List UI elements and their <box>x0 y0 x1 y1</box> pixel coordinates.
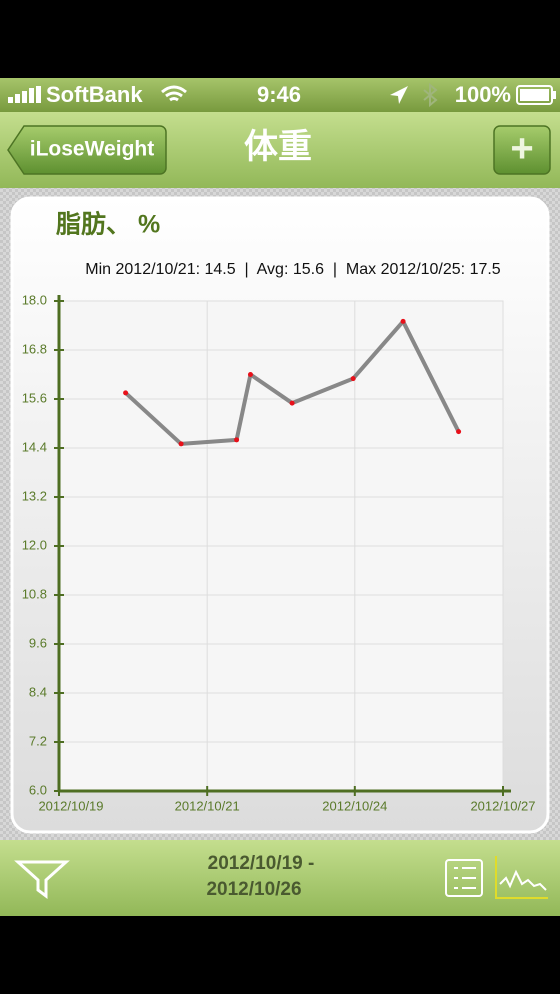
y-tick-label: 9.6 <box>29 635 47 650</box>
x-tick-label: 2012/10/21 <box>175 798 240 813</box>
chart-view-button[interactable] <box>495 856 548 899</box>
filter-button[interactable] <box>14 860 70 899</box>
date-range-start: 2012/10/19 - <box>208 853 315 874</box>
status-bar <box>0 78 560 112</box>
data-point <box>123 390 129 396</box>
data-point <box>178 441 184 447</box>
back-button[interactable]: iLoseWeight <box>7 125 167 175</box>
signal-icon <box>8 86 41 103</box>
data-line <box>124 319 461 446</box>
y-tick-label: 6.0 <box>29 782 47 797</box>
data-point <box>289 400 295 406</box>
x-tick-label: 2012/10/24 <box>322 798 387 813</box>
list-view-button[interactable] <box>445 859 483 897</box>
chart-stats: Min 2012/10/21: 14.5 | Avg: 15.6 | Max 2… <box>85 261 501 278</box>
y-tick-label: 13.2 <box>22 488 47 503</box>
y-tick-label: 10.8 <box>22 586 47 601</box>
y-tick-label: 16.8 <box>22 341 47 356</box>
y-tick-label: 7.2 <box>29 733 47 748</box>
plot: 6.0 7.2 8.4 9.6 10.8 12.0 13.2 14.4 15.6 16.8 18.0… <box>22 292 536 813</box>
back-button-label[interactable]: iLoseWeight <box>30 138 154 161</box>
y-tick-label: 14.4 <box>22 439 47 454</box>
nav-title: 体重 <box>244 128 312 166</box>
clock: 9:46 <box>257 82 301 107</box>
carrier: SoftBank <box>46 82 143 107</box>
y-tick-label: 18.0 <box>22 292 47 307</box>
y-tick-label: 8.4 <box>29 684 47 699</box>
x-tick-label: 2012/10/27 <box>470 798 535 813</box>
data-point <box>456 429 462 435</box>
battery-level: 100% <box>455 82 511 107</box>
data-point <box>350 376 356 382</box>
battery-icon <box>516 85 556 105</box>
location-icon <box>390 86 408 104</box>
data-point <box>247 372 253 377</box>
data-point <box>234 437 240 443</box>
add-button[interactable]: + <box>493 125 551 175</box>
y-tick-label: 15.6 <box>22 390 47 405</box>
data-point <box>400 318 406 324</box>
y-tick-label: 12.0 <box>22 537 47 552</box>
date-range-end: 2012/10/26 <box>206 879 301 900</box>
bluetooth-icon <box>423 82 438 108</box>
chart-title: 脂肪、 % <box>56 210 160 239</box>
add-button-label[interactable]: + <box>510 127 533 171</box>
wifi-icon <box>161 85 187 102</box>
x-tick-label: 2012/10/19 <box>38 798 103 813</box>
